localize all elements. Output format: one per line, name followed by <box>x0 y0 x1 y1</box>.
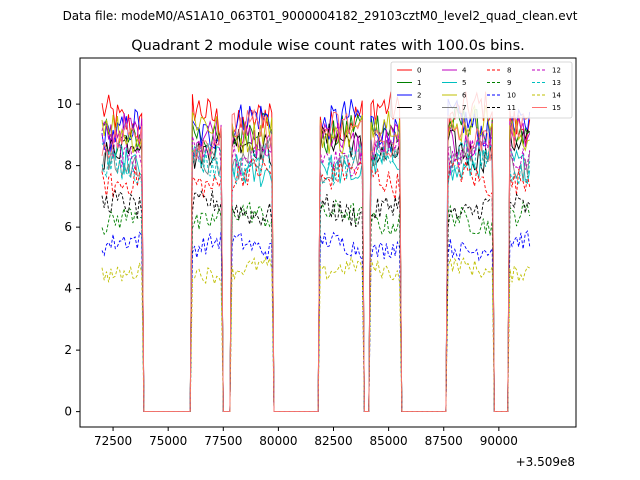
series-line-6 <box>101 104 530 413</box>
legend-label-5: 5 <box>462 79 466 87</box>
x-tick-label: 77500 <box>204 434 242 448</box>
series-line-14 <box>101 256 530 413</box>
series-line-10 <box>101 230 531 413</box>
x-offset-label: +3.509e8 <box>516 455 575 469</box>
y-tick-label: 6 <box>64 220 72 234</box>
y-tick-label: 2 <box>64 343 72 357</box>
legend-label-7: 7 <box>462 104 466 112</box>
y-tick-label: 0 <box>64 405 72 419</box>
series-line-15 <box>101 108 531 413</box>
chart-suptitle: Data file: modeM0/AS1A10_063T01_90000041… <box>63 9 578 23</box>
legend-label-0: 0 <box>417 67 421 75</box>
legend-label-8: 8 <box>507 67 511 75</box>
series-line-4 <box>101 113 531 413</box>
plot-frame <box>79 57 577 428</box>
chart-title: Quadrant 2 module wise count rates with … <box>131 38 525 54</box>
legend-label-12: 12 <box>552 67 561 75</box>
x-tick-label: 87500 <box>425 434 463 448</box>
x-tick-label: 90000 <box>480 434 518 448</box>
y-tick-label: 10 <box>57 97 72 111</box>
plot-lines <box>101 91 531 413</box>
y-axis: 0 2 4 6 8 10 <box>57 97 80 419</box>
x-tick-label: 80000 <box>259 434 297 448</box>
x-tick-label: 75000 <box>149 434 187 448</box>
x-tick-label: 82500 <box>314 434 352 448</box>
x-axis: 72500 75000 77500 80000 82500 85000 87500 90000 <box>94 427 518 448</box>
legend-label-10: 10 <box>507 92 516 100</box>
series-line-2 <box>101 98 531 413</box>
legend-label-13: 13 <box>552 79 561 87</box>
y-tick-label: 4 <box>64 282 72 296</box>
legend-label-9: 9 <box>507 79 511 87</box>
legend-label-6: 6 <box>462 92 467 100</box>
series-line-8 <box>101 157 531 413</box>
series-line-12 <box>101 130 531 413</box>
legend-label-1: 1 <box>417 79 421 87</box>
legend-label-14: 14 <box>552 92 561 100</box>
series-line-5 <box>101 142 531 413</box>
legend-label-11: 11 <box>507 104 516 112</box>
legend-box <box>390 61 573 119</box>
legend-label-2: 2 <box>417 92 421 100</box>
series-line-7 <box>101 136 531 413</box>
legend-label-4: 4 <box>462 67 467 75</box>
legend-label-15: 15 <box>552 104 561 112</box>
y-tick-label: 8 <box>64 159 72 173</box>
series-line-13 <box>101 140 531 413</box>
legend-label-3: 3 <box>417 104 421 112</box>
series-line-9 <box>101 199 531 413</box>
x-tick-label: 85000 <box>370 434 408 448</box>
x-tick-label: 72500 <box>94 434 132 448</box>
series-line-11 <box>101 189 531 413</box>
